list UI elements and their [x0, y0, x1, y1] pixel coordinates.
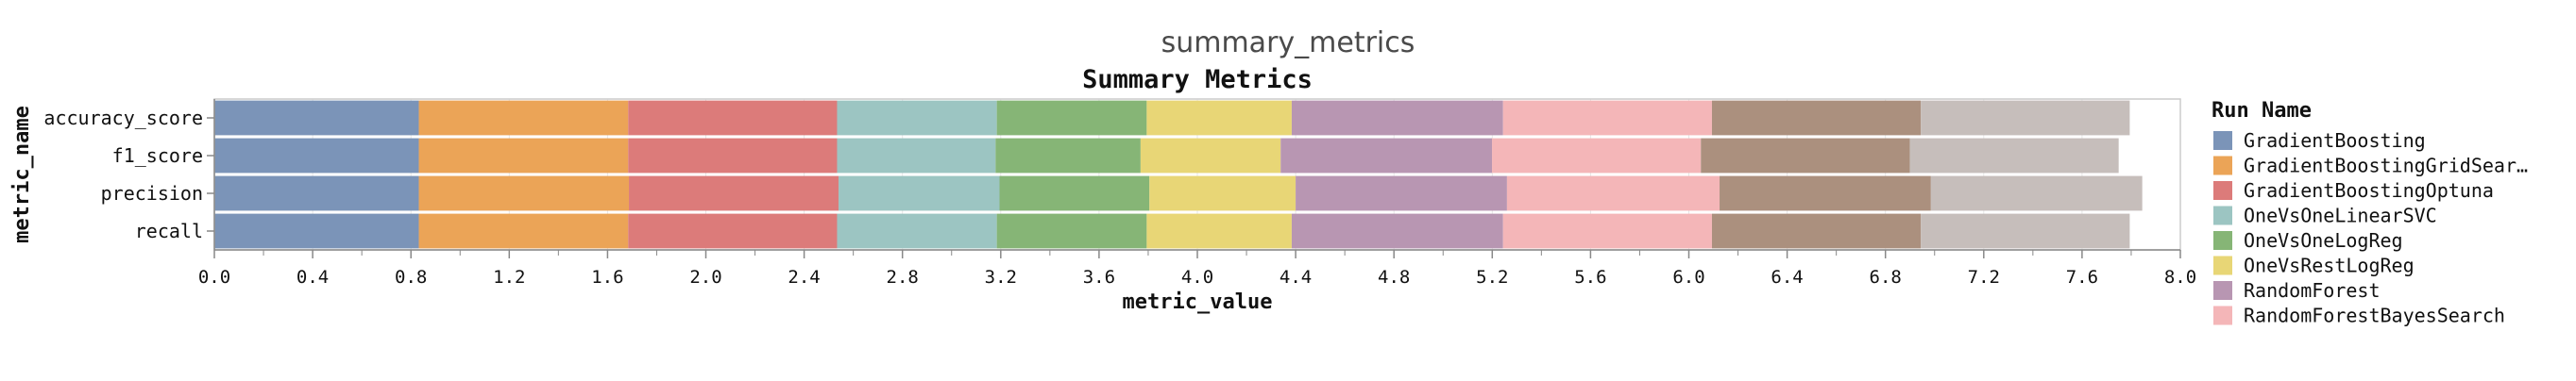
x-tick-label: 6.8	[1870, 267, 1902, 288]
y-tick-label: accuracy_score	[43, 107, 203, 129]
x-tick-label: 0.0	[198, 267, 230, 288]
x-tick-label: 7.2	[1968, 267, 2000, 288]
legend-swatch	[2213, 181, 2232, 200]
legend-entry: RandomForest	[2244, 279, 2381, 302]
bar-segment	[214, 175, 419, 211]
bar-segment	[1149, 175, 1296, 211]
y-tick-label: f1_score	[112, 144, 203, 167]
legend-entry: GradientBoostingOptuna	[2244, 179, 2494, 202]
bar-segment	[1921, 213, 2130, 249]
x-axis-title: metric_value	[1123, 290, 1273, 314]
bar-segment	[1291, 213, 1503, 249]
legend-entry: GradientBoosting	[2244, 129, 2426, 152]
bar-segment	[995, 138, 1141, 174]
bar-segment	[1492, 138, 1702, 174]
bar-segment	[837, 138, 996, 174]
x-tick-label: 5.2	[1476, 267, 1508, 288]
y-tick-label: precision	[101, 182, 203, 205]
bar-segment	[1296, 175, 1507, 211]
y-tick-label: recall	[135, 220, 203, 242]
legend-swatch	[2213, 131, 2232, 150]
bar-segment	[1146, 213, 1292, 249]
bar-segment	[1280, 138, 1493, 174]
bar-segment	[1701, 138, 1910, 174]
bar-segment	[839, 175, 1000, 211]
bar-segment	[418, 175, 630, 211]
legend-swatch	[2213, 156, 2232, 175]
x-tick-label: 1.2	[493, 267, 525, 288]
legend-title: Run Name	[2212, 99, 2312, 123]
bar-segment	[1502, 213, 1712, 249]
legend-entry: RandomForestBayesSearch	[2244, 305, 2505, 327]
bar-segment	[629, 175, 839, 211]
bar-segment	[837, 213, 997, 249]
legend: Run Name GradientBoosting GradientBoostin…	[2212, 99, 2528, 327]
legend-swatch	[2213, 306, 2232, 325]
bar-layer	[214, 100, 2143, 249]
y-axis: accuracy_score f1_score precision recall	[43, 107, 214, 242]
x-tick-label: 0.4	[297, 267, 329, 288]
panel-title: summary_metrics	[1161, 26, 1415, 59]
bar-segment	[1711, 213, 1922, 249]
bar-segment	[418, 100, 629, 136]
bar-segment	[1291, 100, 1503, 136]
legend-swatch	[2213, 256, 2232, 275]
bar-segment	[214, 138, 419, 174]
x-tick-label: 2.8	[887, 267, 919, 288]
legend-swatch	[2213, 231, 2232, 250]
bar-segment	[1921, 100, 2130, 136]
legend-swatch	[2213, 206, 2232, 225]
x-tick-label: 2.0	[689, 267, 721, 288]
x-tick-label: 7.6	[2066, 267, 2098, 288]
legend-entry: OneVsOneLinearSVC	[2244, 205, 2437, 227]
x-tick-label: 5.6	[1574, 267, 1606, 288]
x-tick-label: 6.4	[1771, 267, 1803, 288]
bar-segment	[1146, 100, 1292, 136]
legend-entry: OneVsOneLogReg	[2244, 229, 2403, 252]
bar-segment	[1711, 100, 1922, 136]
x-tick-label: 4.4	[1280, 267, 1312, 288]
bar-segment	[1506, 175, 1720, 211]
x-axis: 0.0 0.4 0.8 1.2 1.6 2.0 2.4 2.8 3.2 3.6 4.0 4.4 4.8 5…	[198, 250, 2196, 288]
bar-segment	[1909, 138, 2119, 174]
bar-segment	[999, 175, 1150, 211]
bar-segment	[628, 138, 838, 174]
y-axis-title: metric_name	[10, 106, 34, 243]
bar-segment	[214, 100, 419, 136]
x-tick-label: 3.6	[1083, 267, 1115, 288]
bar-segment	[628, 100, 838, 136]
bar-segment	[1930, 175, 2143, 211]
bar-segment	[418, 213, 629, 249]
bar-segment	[996, 100, 1147, 136]
legend-entry: GradientBoostingGridSear…	[2244, 155, 2528, 177]
bar-segment	[628, 213, 838, 249]
bar-segment	[837, 100, 997, 136]
x-tick-label: 2.4	[788, 267, 820, 288]
bar-segment	[1502, 100, 1712, 136]
bar-segment	[996, 213, 1147, 249]
x-tick-label: 6.0	[1672, 267, 1704, 288]
bar-segment	[214, 213, 419, 249]
x-tick-label: 0.8	[395, 267, 427, 288]
chart-title: Summary Metrics	[1082, 65, 1313, 94]
x-tick-label: 4.8	[1378, 267, 1410, 288]
x-tick-label: 8.0	[2164, 267, 2196, 288]
x-tick-label: 3.2	[985, 267, 1017, 288]
legend-swatch	[2213, 281, 2232, 300]
bar-segment	[1720, 175, 1931, 211]
x-tick-label: 1.6	[591, 267, 623, 288]
x-tick-label: 4.0	[1181, 267, 1213, 288]
bar-segment	[418, 138, 629, 174]
legend-entry: OneVsRestLogReg	[2244, 255, 2415, 277]
bar-segment	[1140, 138, 1281, 174]
